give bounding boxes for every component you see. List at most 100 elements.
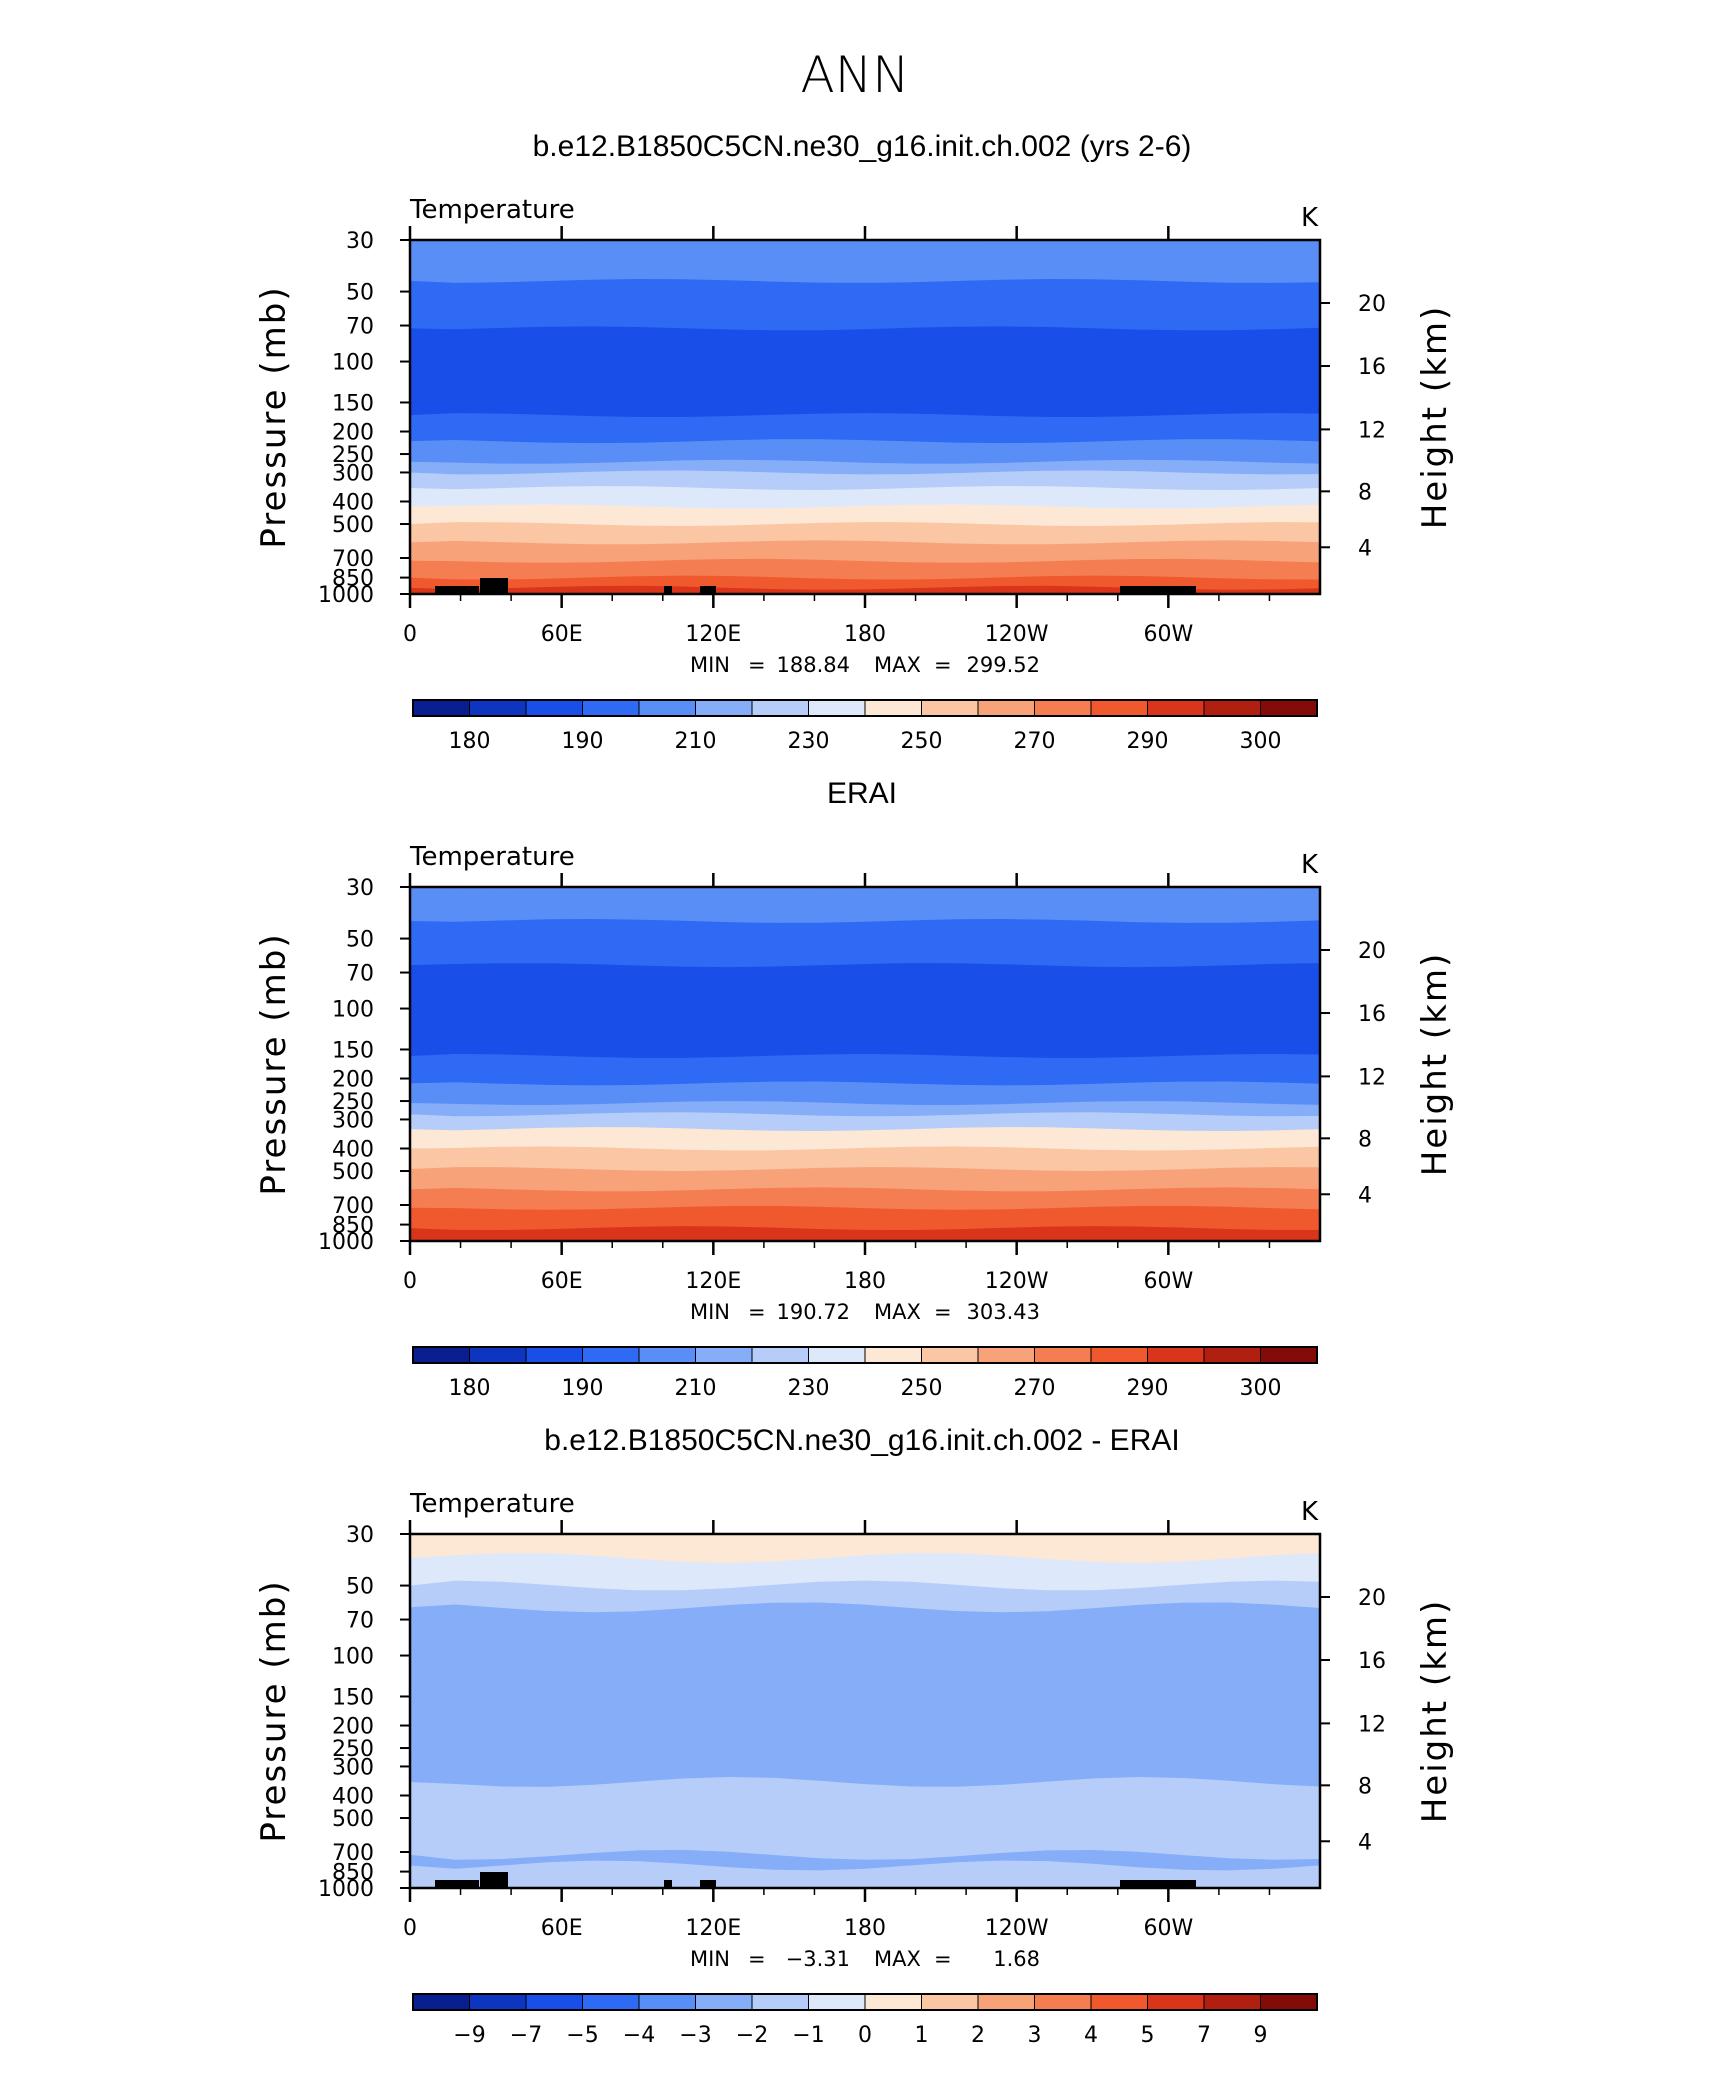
colorbar-swatch [1090, 1346, 1148, 1364]
colorbar-swatch [469, 699, 527, 717]
contour-fill [410, 1534, 1320, 1888]
colorbar-frame [412, 699, 1318, 717]
height-tick-label: 4 [1358, 536, 1372, 561]
height-tick-label: 16 [1358, 1002, 1386, 1027]
min-value: 188.84 [777, 653, 850, 677]
contour-band [410, 522, 1320, 549]
colorbar-label: −9 [453, 2023, 485, 2048]
colorbar-label: 5 [1141, 2023, 1155, 2048]
equals-sign: = [748, 1300, 766, 1324]
y-tick-label: 700 [332, 547, 374, 572]
right-axis-title: Height (km) [1415, 952, 1455, 1177]
colorbar-label: −3 [679, 2023, 711, 2048]
colorbar-swatch [582, 1346, 640, 1364]
x-tick-label: 180 [844, 1269, 886, 1294]
x-tick-label: 60W [1143, 622, 1193, 647]
max-label: MAX [874, 1947, 921, 1971]
contour-band [410, 504, 1320, 530]
colorbar-label: 4 [1084, 2023, 1098, 2048]
contour-band [410, 349, 1320, 422]
max-label: MAX [874, 1300, 921, 1324]
contour-band [410, 1146, 1320, 1175]
colorbar-swatch [808, 699, 866, 717]
min-value: 190.72 [777, 1300, 850, 1324]
x-tick-label: 0 [403, 1916, 417, 1941]
equals-sign: = [748, 1947, 766, 1971]
y-axis-title: Pressure (mb) [254, 1579, 294, 1842]
x-tick-label: 60E [541, 1269, 583, 1294]
colorbar-label: 190 [562, 1376, 604, 1401]
y-tick-label: 150 [332, 1038, 374, 1063]
contour-band [410, 413, 1320, 448]
colorbar-swatch [864, 1993, 922, 2011]
contour-band [410, 1127, 1320, 1155]
contour-band [410, 279, 1320, 335]
colorbar-swatch [921, 1993, 979, 2011]
y-tick-label: 30 [346, 876, 374, 901]
height-tick-label: 16 [1358, 355, 1386, 380]
height-tick-label: 20 [1358, 1586, 1386, 1611]
y-tick-label: 850 [332, 1214, 374, 1239]
topography-block [435, 1880, 479, 1888]
y-tick-label: 70 [346, 1609, 374, 1634]
y-tick-label: 30 [346, 1523, 374, 1548]
y-tick-label: 200 [332, 1068, 374, 1093]
colorbar-label: 230 [788, 729, 830, 754]
colorbar-swatch [412, 1346, 470, 1364]
y-tick-label: 70 [346, 962, 374, 987]
colorbar-label: −5 [566, 2023, 598, 2048]
topography-block [480, 578, 508, 594]
equals-sign: = [748, 653, 766, 677]
colorbar-swatch [1034, 1346, 1092, 1364]
contour-fill [410, 887, 1320, 1241]
y-tick-label: 150 [332, 1685, 374, 1710]
height-tick-label: 4 [1358, 1830, 1372, 1855]
height-tick-label: 4 [1358, 1183, 1372, 1208]
colorbar: −9 −7 −5 −4 −3 −2 −1 0 1 2 3 4 5 7 9 [412, 1993, 1318, 2048]
y-tick-label: 100 [332, 351, 374, 376]
panel-title: b.e12.B1850C5CN.ne30_g16.init.ch.002 - E… [544, 1424, 1179, 1457]
height-tick-label: 20 [1358, 939, 1386, 964]
figure-suptitle: ANN [800, 46, 909, 104]
colorbar-label: −7 [510, 2023, 542, 2048]
y-tick-label: 400 [332, 490, 374, 515]
contour-band [410, 240, 1320, 287]
variable-label: Temperature [409, 195, 575, 225]
right-axis-title: Height (km) [1415, 305, 1455, 530]
contour-band [410, 1534, 1320, 1564]
panel-title: b.e12.B1850C5CN.ne30_g16.init.ch.002 (yr… [533, 130, 1192, 163]
colorbar-label: 210 [675, 1376, 717, 1401]
colorbar-swatch [525, 699, 583, 717]
colorbar-swatch [695, 1993, 753, 2011]
y-tick-label: 50 [346, 928, 374, 953]
x-tick-label: 0 [403, 622, 417, 647]
height-tick-label: 8 [1358, 1127, 1372, 1152]
y-tick-label: 850 [332, 567, 374, 592]
contour-band [410, 1226, 1320, 1241]
colorbar-label: 2 [971, 2023, 985, 2048]
colorbar-label: 270 [1014, 729, 1056, 754]
colorbar-label: 250 [901, 1376, 943, 1401]
colorbar-swatch [1034, 699, 1092, 717]
colorbar-label: 0 [858, 2023, 872, 2048]
y-tick-label: 700 [332, 1194, 374, 1219]
x-tick-label: 120E [685, 1269, 741, 1294]
height-tick-label: 12 [1358, 418, 1386, 443]
colorbar-swatch [469, 1993, 527, 2011]
y-tick-label: 700 [332, 1841, 374, 1866]
y-tick-label: 200 [332, 421, 374, 446]
colorbar-label: 7 [1197, 2023, 1211, 2048]
colorbar-swatch [751, 1993, 809, 2011]
height-tick-label: 16 [1358, 1649, 1386, 1674]
topography-block [700, 1880, 716, 1888]
y-tick-label: 300 [332, 1755, 374, 1780]
colorbar: 180 190 210 230 250 270 290 300 [412, 1346, 1318, 1401]
colorbar-label: −4 [623, 2023, 655, 2048]
topography-block [480, 1872, 508, 1888]
x-tick-label: 120E [685, 1916, 741, 1941]
colorbar-swatch [751, 699, 809, 717]
colorbar-swatch [582, 1993, 640, 2011]
contour-band [410, 585, 1320, 594]
colorbar-label: 180 [449, 729, 491, 754]
contour-band [410, 963, 1320, 1062]
